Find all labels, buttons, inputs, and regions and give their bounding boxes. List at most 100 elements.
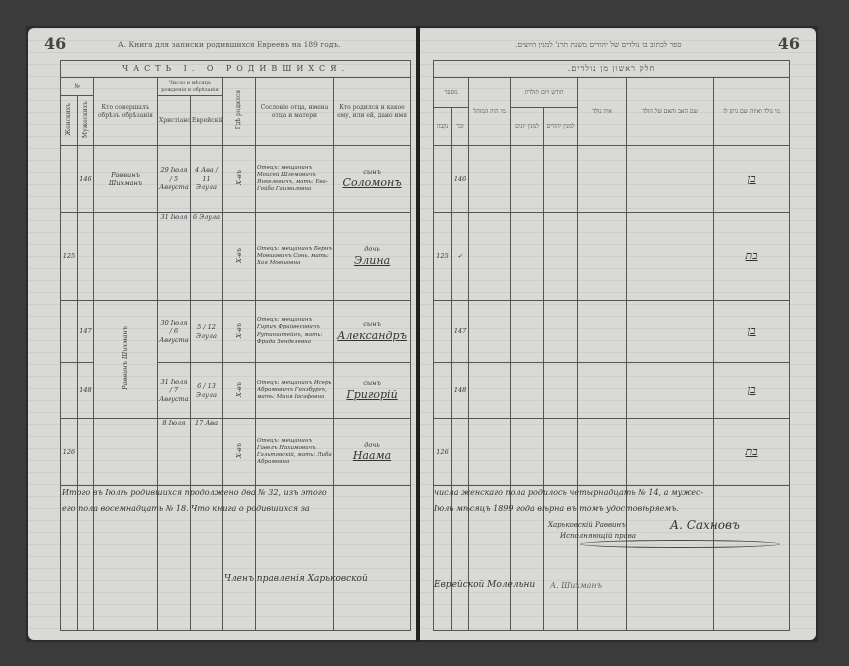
row-mark: ✓ bbox=[451, 212, 470, 301]
christian-date: 30 Іюля / 6 Августа bbox=[157, 300, 191, 363]
child-name: Элина bbox=[353, 253, 391, 267]
date-group-header: Число и мѣсяцъ рожденія и обрѣзанія bbox=[157, 77, 223, 96]
female-number bbox=[60, 145, 78, 213]
child-header: מי נולד ואיזה שם ניתן לו bbox=[713, 77, 791, 146]
child-name: Григорій bbox=[346, 387, 398, 401]
number-header: מספר bbox=[432, 77, 470, 108]
row-number: 147 bbox=[451, 300, 470, 363]
table-row: 126 8 Іюля 17 Ава Х-въ Отецъ: мещанинъ Г… bbox=[60, 418, 412, 486]
female-number: 125 bbox=[60, 212, 78, 301]
number-header: № bbox=[60, 77, 94, 96]
child-sex: дочь bbox=[364, 440, 380, 449]
child-sex: сынъ bbox=[363, 379, 381, 388]
performer-header: Кто совершалъ обрѣзъ обрѣзанія bbox=[93, 77, 158, 146]
section-title: חלק ראשון מן נולדים. bbox=[432, 60, 791, 78]
right-page: 46 ספר לכתוב בו נולדים של יהודים משנת תר… bbox=[420, 28, 816, 640]
jewish-date: 17 Ава bbox=[190, 418, 223, 486]
christian-date: 31 Іюля bbox=[157, 212, 191, 301]
male-header: זכר bbox=[451, 107, 470, 146]
birth-register-table: ЧАСТЬ I. О РОДИВШИХСЯ. № Кто совершалъ о… bbox=[59, 60, 412, 631]
parents: Отецъ: мещанинъ Моисей Шлемовичъ Янкелев… bbox=[255, 145, 334, 213]
birth-place: Х-въ bbox=[234, 443, 243, 459]
male-number: 146 bbox=[77, 145, 94, 213]
hebrew-birth-register-table: חלק ראשון מן נולדים. מי נולד ואיזה שם ני… bbox=[432, 60, 791, 631]
row-mark bbox=[432, 300, 453, 363]
section-title: ЧАСТЬ I. О РОДИВШИХСЯ. bbox=[59, 60, 412, 78]
estate-header: Сословіе отца, имена отца и матери bbox=[255, 77, 334, 146]
book-spine bbox=[416, 26, 420, 642]
row-number: 125 bbox=[432, 212, 453, 301]
jewish-date: 6 Элула bbox=[190, 212, 223, 301]
parents-header: שם האב והאם של הולד bbox=[626, 77, 715, 146]
child-header: Кто родился и какое ему, или ей, дано им… bbox=[332, 77, 412, 146]
christian-header: למנין יונים bbox=[510, 107, 545, 146]
parents: Отецъ: мещанинъ Гиршъ Фрайвесовичъ Рутин… bbox=[255, 300, 334, 363]
page-number: 46 bbox=[777, 34, 800, 53]
female-number bbox=[60, 300, 78, 363]
child-name: בן bbox=[713, 362, 791, 419]
child-name: Александръ bbox=[337, 328, 407, 342]
jewish-date: 4 Ава / 11 Элула bbox=[190, 145, 223, 213]
jewish-header: למנין יהודים bbox=[543, 107, 579, 146]
christian-header: Христіанскій bbox=[157, 95, 191, 146]
running-head: А. Книга для записки родившихся Евреевъ … bbox=[118, 40, 341, 49]
mohel-header: מי היה המוהל bbox=[468, 77, 512, 146]
date-group-header: חודש ויום תולדת bbox=[510, 77, 579, 108]
table-row: בן 148 bbox=[432, 362, 791, 419]
parents: Отецъ: мещанинъ Гавелъ Нахимовичъ Гальто… bbox=[255, 418, 334, 486]
female-header: Женскихъ bbox=[65, 102, 73, 136]
row-number: 148 bbox=[451, 362, 470, 419]
christian-date: 8 Іюля bbox=[157, 418, 191, 486]
child-name: בת bbox=[713, 418, 791, 486]
female-header: נקבה bbox=[432, 107, 453, 146]
row-mark bbox=[432, 362, 453, 419]
birth-place: Х-въ bbox=[234, 322, 243, 338]
child-name: בן bbox=[713, 145, 791, 213]
performer: Раввинъ Шихманъ bbox=[93, 145, 158, 213]
signature: А. Сахновъ bbox=[670, 518, 740, 532]
christian-date: 29 Іюля / 5 Августа bbox=[157, 145, 191, 213]
place-header: Гдѣ родился bbox=[235, 90, 243, 130]
jewish-date: 6 / 13 Элула bbox=[190, 362, 223, 419]
performer bbox=[93, 212, 158, 301]
footer-bottom: Еврейской Молельни bbox=[434, 580, 536, 590]
table-row: בת 126 bbox=[432, 418, 791, 486]
female-number bbox=[60, 362, 78, 419]
jewish-header: Еврейскій bbox=[190, 95, 223, 146]
child-name: בן bbox=[713, 300, 791, 363]
footer-line: числа женскаго пола родилось четырнадцат… bbox=[434, 488, 704, 497]
male-number: 147 bbox=[77, 300, 94, 363]
child-sex: сынъ bbox=[363, 320, 381, 329]
female-number: 126 bbox=[60, 418, 78, 486]
child-sex: дочь bbox=[364, 245, 380, 254]
performer: Раввинъ Шихманъ bbox=[121, 326, 130, 391]
signature-flourish bbox=[580, 540, 780, 548]
male-number bbox=[77, 418, 94, 486]
parents: Отецъ: мещанинъ Бернъ Мовшовичъ Сонь, ма… bbox=[255, 212, 334, 301]
child-name: Наама bbox=[352, 449, 392, 463]
row-number: 126 bbox=[432, 418, 453, 486]
parents: Отецъ: мещанинъ Исерь Абрамовичъ Гинзбур… bbox=[255, 362, 334, 419]
footer-row bbox=[60, 485, 412, 631]
birth-place: Х-въ bbox=[234, 247, 243, 263]
open-register-book: 46 А. Книга для записки родившихся Еврее… bbox=[26, 26, 818, 642]
footer-bottom-signature: А. Шихманъ bbox=[550, 581, 602, 590]
table-row: 146 Раввинъ Шихманъ 29 Іюля / 5 Августа … bbox=[60, 145, 412, 213]
table-row: 147 Раввинъ Шихманъ 30 Іюля / 6 Августа … bbox=[60, 300, 412, 419]
performer bbox=[93, 418, 158, 486]
table-row: 125 31 Іюля 6 Элула Х-въ Отецъ: мещанинъ… bbox=[60, 212, 412, 301]
male-number: 148 bbox=[77, 362, 94, 419]
male-header: Мужескихъ bbox=[81, 100, 89, 138]
page-number: 46 bbox=[44, 34, 67, 53]
footer-line: Іюль мѣсяцъ 1899 года вѣрна въ томъ удос… bbox=[434, 504, 679, 513]
table-row: בת ✓ 125 bbox=[432, 212, 791, 301]
birth-place: Х-въ bbox=[234, 381, 243, 397]
row-number: 146 bbox=[451, 145, 470, 213]
row-mark bbox=[451, 418, 470, 486]
stamp-text: Харьковскій Раввинъ bbox=[548, 521, 626, 529]
jewish-date: 5 / 12 Элула bbox=[190, 300, 223, 363]
left-page: 46 А. Книга для записки родившихся Еврее… bbox=[28, 28, 416, 640]
birth-place: Х-въ bbox=[234, 170, 243, 186]
stamp-subtext: Исполняющій права bbox=[560, 532, 637, 540]
place-header: איה נולד bbox=[577, 77, 628, 146]
